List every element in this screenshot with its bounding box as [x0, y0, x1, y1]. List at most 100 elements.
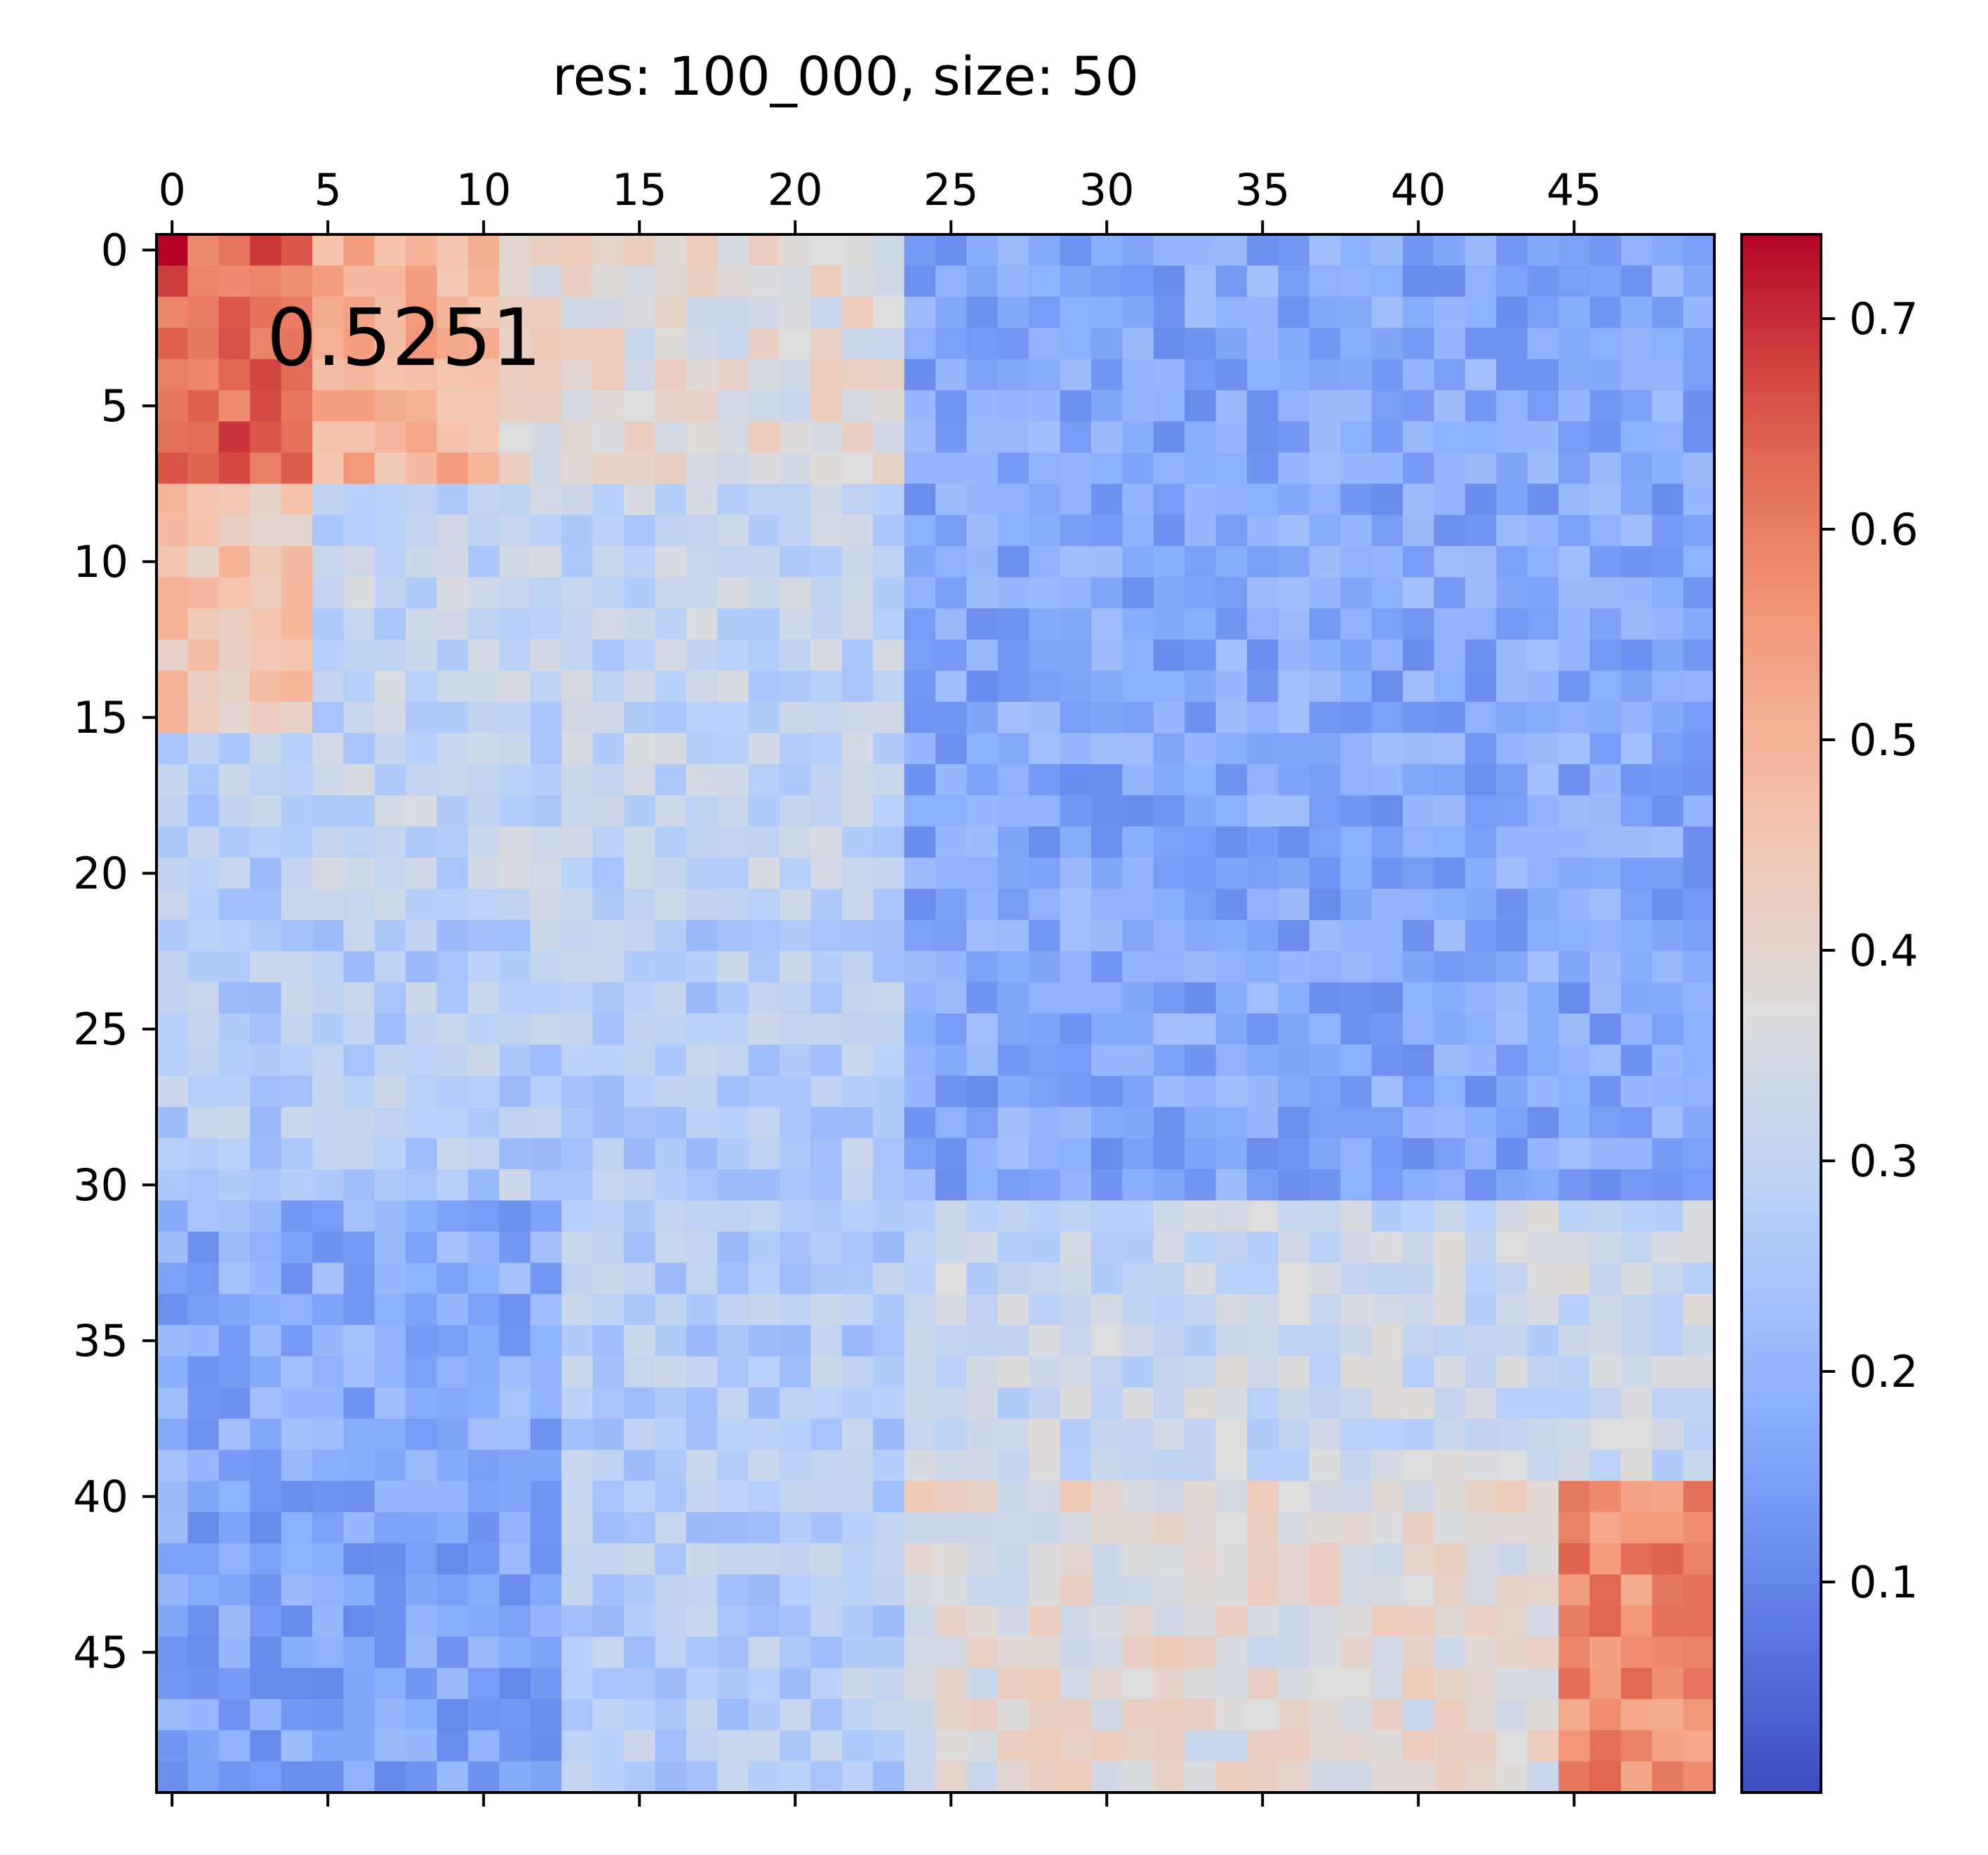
- heatmap-cell: [1465, 982, 1497, 1014]
- heatmap-cell: [250, 1637, 282, 1668]
- heatmap-cell: [343, 733, 375, 765]
- heatmap-cell: [966, 296, 999, 328]
- heatmap-cell: [281, 826, 313, 858]
- heatmap-cell: [187, 577, 220, 609]
- heatmap-cell: [468, 1013, 500, 1045]
- heatmap-cell: [1620, 1512, 1653, 1544]
- heatmap-cell: [1434, 639, 1466, 672]
- heatmap-cell: [1559, 265, 1590, 298]
- heatmap-cell: [841, 1543, 874, 1575]
- heatmap-cell: [561, 702, 594, 733]
- heatmap-cell: [530, 1107, 562, 1139]
- heatmap-cell: [904, 452, 936, 484]
- heatmap-cell: [904, 1449, 936, 1482]
- heatmap-cell: [1122, 1418, 1154, 1451]
- heatmap-cell: [841, 452, 874, 484]
- heatmap-cell: [810, 1698, 843, 1731]
- heatmap-cell: [780, 670, 811, 703]
- heatmap-cell: [717, 1294, 749, 1326]
- heatmap-cell: [281, 1730, 313, 1762]
- heatmap-cell: [1496, 1169, 1528, 1201]
- heatmap-cell: [717, 1107, 749, 1139]
- heatmap-cell: [717, 1512, 749, 1544]
- heatmap-cell: [1247, 702, 1279, 733]
- heatmap-cell: [1620, 452, 1653, 484]
- heatmap-cell: [561, 670, 594, 703]
- heatmap-cell: [592, 1044, 625, 1077]
- heatmap-cell: [841, 234, 874, 266]
- heatmap-cell: [592, 1138, 625, 1170]
- heatmap-cell: [1153, 1637, 1185, 1668]
- heatmap-cell: [1496, 1138, 1528, 1170]
- heatmap-cell: [1091, 826, 1123, 858]
- heatmap-cell: [1122, 1075, 1154, 1108]
- heatmap-cell: [1309, 1637, 1341, 1668]
- heatmap-cell: [1403, 1387, 1434, 1419]
- heatmap-cell: [1122, 919, 1154, 952]
- heatmap-cell: [748, 1668, 780, 1700]
- heatmap-cell: [997, 858, 1029, 889]
- heatmap-cell: [904, 670, 936, 703]
- heatmap-cell: [1371, 1075, 1403, 1108]
- heatmap-cell: [468, 546, 500, 578]
- heatmap-cell: [810, 1637, 843, 1668]
- heatmap-cell: [1122, 1200, 1154, 1232]
- heatmap-cell: [187, 639, 220, 672]
- heatmap-cell: [1247, 546, 1279, 578]
- heatmap-cell: [655, 1013, 687, 1045]
- heatmap-cell: [1496, 514, 1528, 547]
- heatmap-cell: [997, 484, 1029, 516]
- heatmap-cell: [873, 1481, 905, 1512]
- heatmap-cell: [1434, 1449, 1466, 1482]
- heatmap-cell: [1652, 1169, 1684, 1201]
- heatmap-cell: [561, 1075, 594, 1108]
- heatmap-cell: [1620, 1325, 1653, 1357]
- heatmap-cell: [374, 1075, 406, 1108]
- heatmap-cell: [156, 1543, 188, 1575]
- heatmap-cell: [1153, 1107, 1185, 1139]
- heatmap-cell: [873, 733, 905, 765]
- heatmap-cell: [530, 639, 562, 672]
- heatmap-cell: [748, 1761, 780, 1793]
- heatmap-cell: [1340, 1107, 1373, 1139]
- heatmap-cell: [374, 514, 406, 547]
- heatmap-cell: [1247, 1325, 1279, 1357]
- heatmap-cell: [1559, 982, 1590, 1014]
- heatmap-cell: [281, 484, 313, 516]
- heatmap-cell: [1340, 889, 1373, 921]
- heatmap-cell: [1652, 421, 1684, 453]
- heatmap-cell: [841, 1325, 874, 1357]
- heatmap-cell: [218, 1107, 251, 1139]
- heatmap-cell: [717, 1637, 749, 1668]
- heatmap-cell: [873, 514, 905, 547]
- heatmap-cell: [655, 670, 687, 703]
- heatmap-cell: [592, 1605, 625, 1637]
- colorbar-gradient: [1742, 234, 1821, 1793]
- heatmap-cell: [1371, 390, 1403, 422]
- heatmap-cell: [780, 452, 811, 484]
- heatmap-cell: [592, 1356, 625, 1388]
- heatmap-cell: [156, 858, 188, 889]
- heatmap-cell: [624, 1138, 655, 1170]
- heatmap-cell: [343, 390, 375, 422]
- heatmap-cell: [1434, 1294, 1466, 1326]
- heatmap-cell: [935, 1138, 967, 1170]
- heatmap-cell: [1403, 733, 1434, 765]
- heatmap-cell: [1620, 1294, 1653, 1326]
- heatmap-cell: [1620, 670, 1653, 703]
- heatmap-cell: [780, 1044, 811, 1077]
- heatmap-cell: [187, 1730, 220, 1762]
- heatmap-cell: [1029, 1356, 1061, 1388]
- heatmap-cell: [1340, 1263, 1373, 1295]
- heatmap-cell: [187, 1512, 220, 1544]
- heatmap-cell: [1278, 982, 1310, 1014]
- heatmap-cell: [1340, 733, 1373, 765]
- heatmap-cell: [218, 670, 251, 703]
- heatmap-cell: [1091, 1075, 1123, 1108]
- heatmap-cell: [1403, 265, 1434, 298]
- heatmap-cell: [748, 733, 780, 765]
- heatmap-cell: [1060, 1730, 1092, 1762]
- heatmap-cell: [436, 1044, 469, 1077]
- heatmap-cell: [1340, 1512, 1373, 1544]
- heatmap-cell: [935, 1481, 967, 1512]
